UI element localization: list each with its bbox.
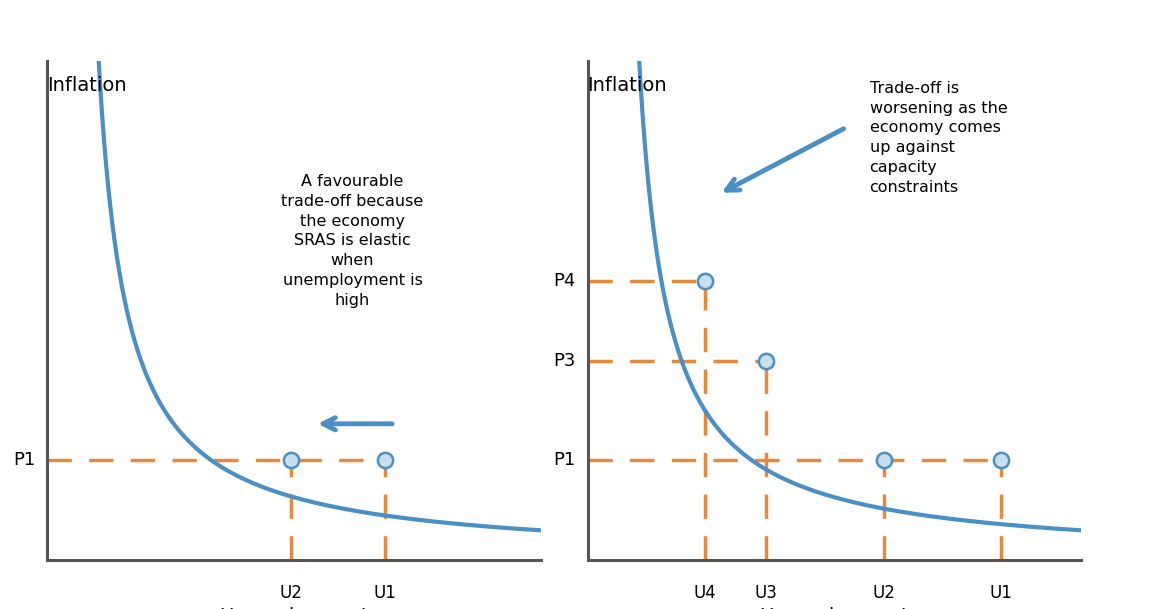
Text: U1: U1 — [989, 583, 1013, 602]
Text: Unemployment: Unemployment — [219, 607, 369, 609]
Text: Inflation: Inflation — [588, 76, 667, 95]
Text: Trade-off is
worsening as the
economy comes
up against
capacity
constraints: Trade-off is worsening as the economy co… — [870, 81, 1007, 195]
Text: P4: P4 — [553, 272, 576, 290]
Text: U1: U1 — [374, 583, 397, 602]
Text: U4: U4 — [693, 583, 717, 602]
Text: P3: P3 — [553, 351, 576, 370]
Text: Inflation: Inflation — [47, 76, 127, 95]
Text: P1: P1 — [553, 451, 576, 470]
Text: U2: U2 — [280, 583, 303, 602]
Text: Unemployment: Unemployment — [759, 607, 909, 609]
Text: P1: P1 — [13, 451, 35, 470]
Text: U2: U2 — [872, 583, 895, 602]
Text: U3: U3 — [754, 583, 778, 602]
Text: A favourable
trade-off because
the economy
SRAS is elastic
when
unemployment is
: A favourable trade-off because the econo… — [281, 174, 424, 308]
